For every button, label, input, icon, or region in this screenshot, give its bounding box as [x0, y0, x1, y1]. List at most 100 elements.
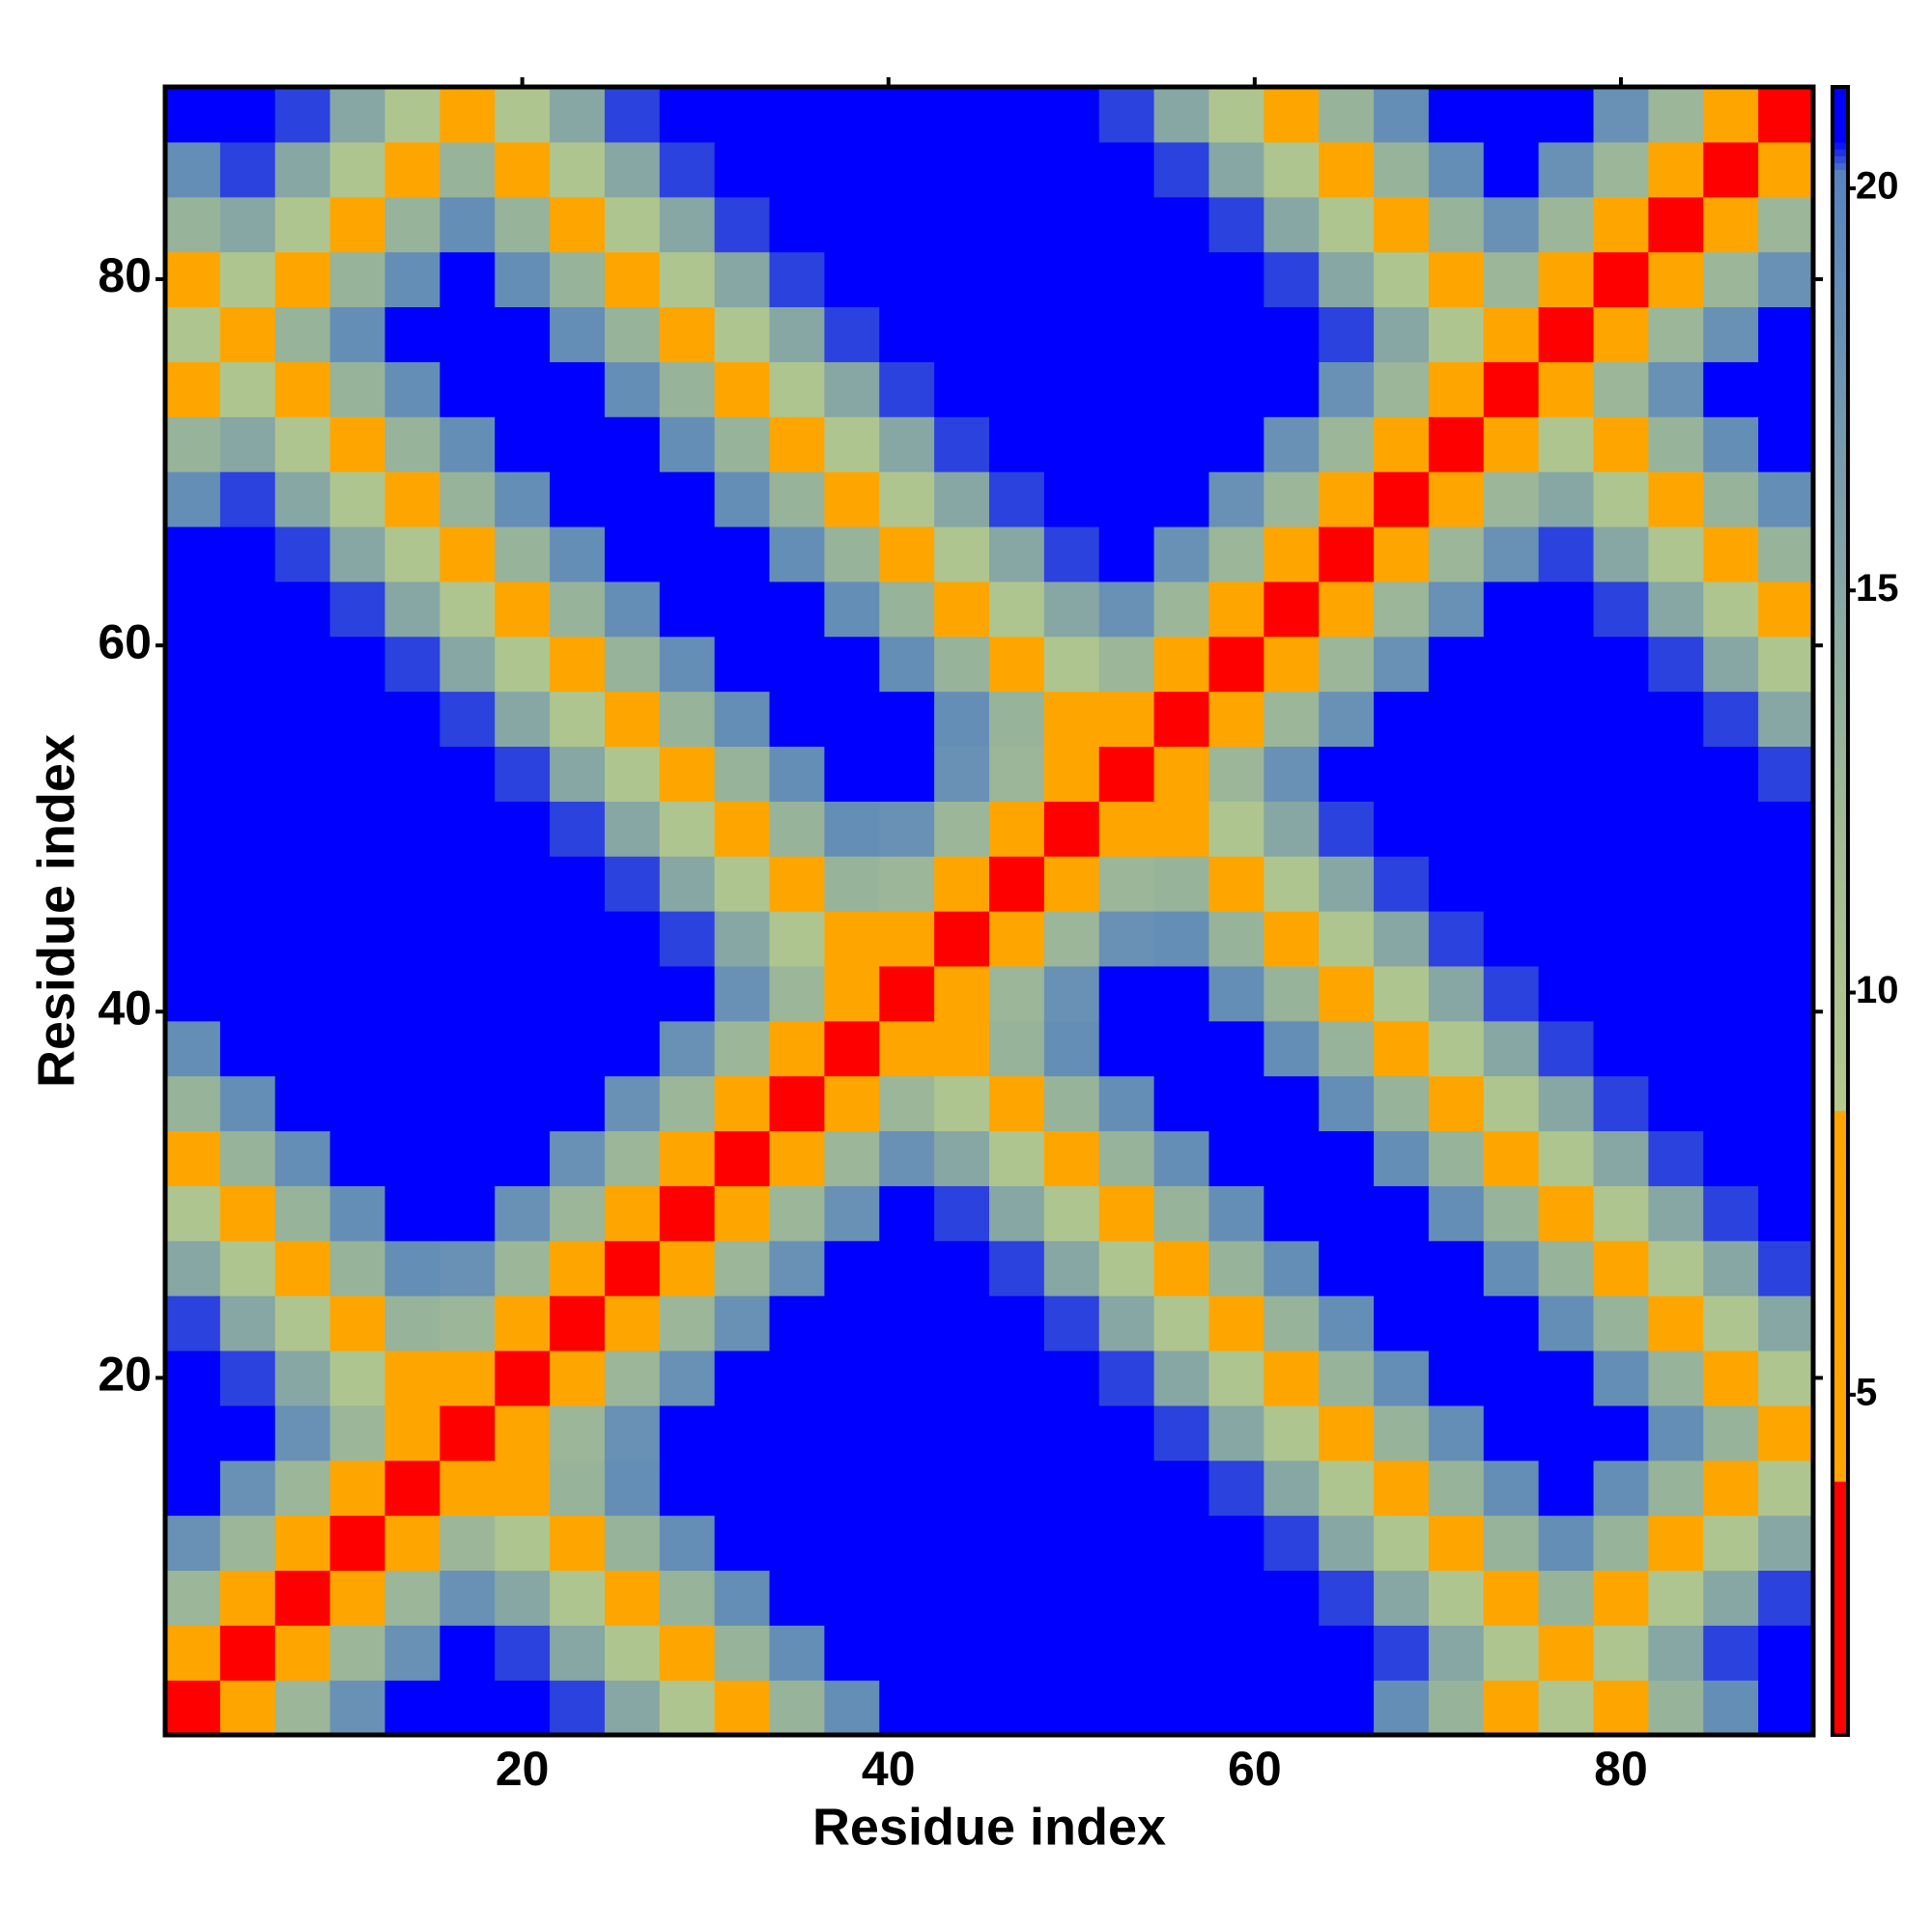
colorbar-segment [1833, 437, 1848, 445]
heatmap-cell [659, 581, 716, 638]
heatmap-cell [1153, 416, 1210, 472]
colorbar-segment [1833, 498, 1848, 507]
heatmap-cell [824, 856, 880, 912]
heatmap-cell [934, 856, 990, 912]
heatmap-cell [1428, 1350, 1485, 1406]
colorbar-segment [1833, 1034, 1848, 1042]
colorbar-segment [1833, 1398, 1848, 1406]
heatmap-cell [1703, 1020, 1759, 1077]
colorbar-segment [1833, 1405, 1848, 1413]
heatmap-cell [1153, 1460, 1210, 1517]
heatmap-cell [659, 965, 716, 1022]
colorbar-segment [1833, 1234, 1848, 1241]
colorbar-segment [1833, 251, 1848, 260]
heatmap-cell [1264, 1570, 1320, 1626]
colorbar-segment [1833, 505, 1848, 514]
heatmap-cell [1428, 911, 1485, 967]
heatmap-cell [1593, 361, 1649, 417]
heatmap-cell [165, 691, 221, 747]
heatmap-cell [1319, 416, 1375, 472]
colorbar-segment [1833, 1583, 1848, 1592]
heatmap-cell [440, 1295, 496, 1351]
colorbar-segment [1833, 395, 1848, 404]
heatmap-cell [934, 526, 990, 582]
heatmap-cell [989, 87, 1045, 143]
heatmap-cell [219, 911, 276, 967]
heatmap-cell [1264, 1625, 1320, 1681]
colorbar-segment [1833, 169, 1848, 178]
colorbar-segment [1833, 382, 1848, 390]
heatmap-cell [1264, 1460, 1320, 1517]
heatmap-cell [1264, 471, 1320, 527]
heatmap-cell [1374, 1570, 1430, 1626]
heatmap-cell [165, 471, 221, 527]
heatmap-cell [1153, 801, 1210, 857]
heatmap-cell [714, 1130, 771, 1186]
colorbar-segment [1833, 649, 1848, 658]
heatmap-cell [329, 1680, 386, 1736]
colorbar-segment [1833, 1068, 1848, 1077]
heatmap-cell [495, 471, 551, 527]
heatmap-cell [1538, 87, 1595, 143]
heatmap-cell [165, 1185, 221, 1241]
heatmap-cell [550, 691, 606, 747]
heatmap-cell [989, 1075, 1045, 1132]
heatmap-cell [934, 1405, 990, 1462]
heatmap-cell [1648, 526, 1704, 582]
heatmap-cell [274, 1185, 331, 1241]
heatmap-cell [1153, 1350, 1210, 1406]
heatmap-cell [1428, 471, 1485, 527]
heatmap-cell [934, 141, 990, 198]
colorbar-segment [1833, 1027, 1848, 1036]
heatmap-cell [274, 1075, 331, 1132]
heatmap-cell [1593, 1405, 1649, 1462]
heatmap-cell [1043, 306, 1100, 362]
heatmap-cell [879, 636, 935, 693]
colorbar-segment [1833, 918, 1848, 926]
colorbar-segment [1833, 1556, 1848, 1565]
heatmap-cell [274, 691, 331, 747]
heatmap-cell [384, 1405, 440, 1462]
heatmap-cell [989, 691, 1045, 747]
heatmap-cell [1264, 1405, 1320, 1462]
heatmap-cell [440, 636, 496, 693]
heatmap-cell [824, 471, 880, 527]
heatmap-cell [1043, 1350, 1100, 1406]
heatmap-cell [1319, 141, 1375, 198]
heatmap-cell [1098, 416, 1155, 472]
heatmap-cell [274, 361, 331, 417]
heatmap-cell [219, 1625, 276, 1681]
heatmap-cell [1264, 1020, 1320, 1077]
heatmap-cell [1264, 526, 1320, 582]
colorbar-segment [1833, 1466, 1848, 1475]
heatmap-cell [1319, 1130, 1375, 1186]
heatmap-cell [989, 746, 1045, 802]
heatmap-cell [1264, 691, 1320, 747]
colorbar-segment [1833, 1219, 1848, 1228]
heatmap-cell [1319, 801, 1375, 857]
heatmap-cell [989, 965, 1045, 1022]
heatmap-cell [989, 1515, 1045, 1571]
heatmap-cell [1483, 1350, 1540, 1406]
colorbar-segment [1833, 1597, 1848, 1605]
colorbar-segment [1833, 148, 1848, 156]
heatmap-cell [1153, 581, 1210, 638]
heatmap-cell [1648, 416, 1704, 472]
heatmap-cell [1703, 1295, 1759, 1351]
heatmap-cell [1703, 965, 1759, 1022]
colorbar-segment [1833, 299, 1848, 308]
heatmap-cell [1043, 1185, 1100, 1241]
heatmap-cell [879, 361, 935, 417]
heatmap-cell [550, 471, 606, 527]
heatmap-cell [1264, 965, 1320, 1022]
heatmap-cell [1648, 1460, 1704, 1517]
heatmap-cell [274, 141, 331, 198]
heatmap-cell [384, 1460, 440, 1517]
colorbar-segment [1833, 567, 1848, 576]
heatmap-cell [274, 416, 331, 472]
heatmap-cell [1319, 1460, 1375, 1517]
heatmap-cell [1374, 1405, 1430, 1462]
heatmap-cell [934, 471, 990, 527]
heatmap-cell [329, 965, 386, 1022]
heatmap-cell [1428, 1515, 1485, 1571]
